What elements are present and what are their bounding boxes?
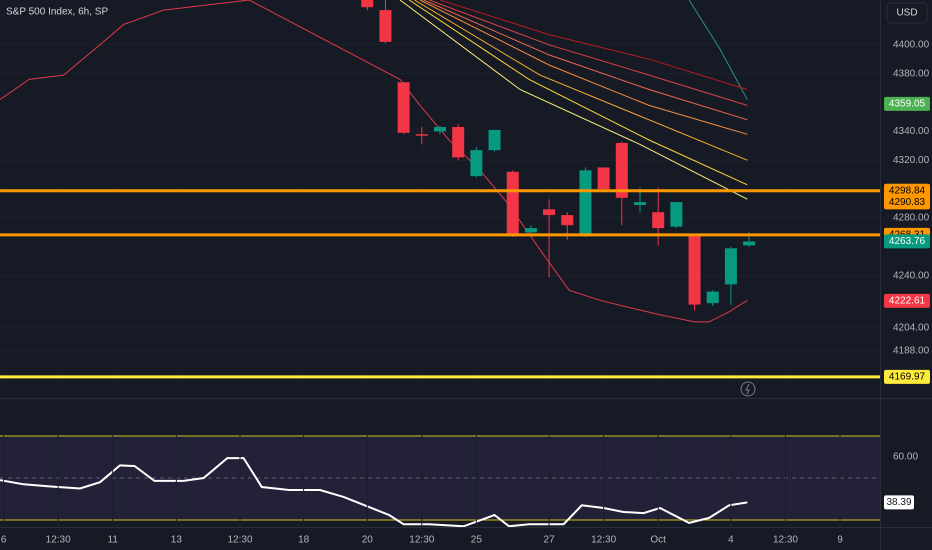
price-label-box bbox=[884, 293, 930, 308]
price-label: 4359.05 bbox=[889, 99, 926, 110]
alert-icon[interactable] bbox=[740, 381, 756, 397]
indicator-line bbox=[414, 0, 748, 161]
alert-icon-bolt bbox=[745, 383, 750, 395]
x-tick-label: 18 bbox=[298, 535, 310, 546]
candle-body bbox=[361, 0, 374, 8]
x-tick-label: 4 bbox=[728, 535, 734, 546]
price-label-box bbox=[884, 369, 930, 384]
price-label-box bbox=[884, 195, 930, 210]
price-label: 4222.61 bbox=[889, 295, 926, 306]
indicator-line bbox=[399, 0, 748, 200]
candle-body bbox=[506, 171, 519, 236]
y-tick-label: 60.00 bbox=[893, 452, 918, 463]
rsi-last-label: 38.39 bbox=[886, 497, 911, 508]
candle-body bbox=[543, 209, 556, 216]
candle-body bbox=[688, 235, 701, 305]
indicator-line bbox=[428, 0, 748, 106]
x-tick-label: 20 bbox=[362, 535, 374, 546]
x-tick-label: 12:30 bbox=[591, 535, 616, 546]
x-tick-label: 27 bbox=[544, 535, 556, 546]
indicator-line bbox=[423, 0, 748, 121]
candle-body bbox=[415, 134, 428, 136]
candle-body bbox=[397, 82, 410, 133]
candle-body bbox=[670, 202, 683, 227]
x-tick-label: 12:30 bbox=[409, 535, 434, 546]
price-label: 4298.84 bbox=[889, 185, 926, 196]
x-tick-label: 25 bbox=[471, 535, 483, 546]
candle-body bbox=[634, 202, 646, 205]
price-label-box bbox=[884, 183, 930, 198]
y-tick-label: 4380.00 bbox=[893, 68, 930, 79]
candle-body bbox=[743, 241, 756, 246]
candle-body bbox=[379, 10, 392, 42]
indicator-line bbox=[439, 0, 748, 90]
chart-title: S&P 500 Index, 6h, SP bbox=[6, 7, 108, 18]
x-tick-label: 13 bbox=[171, 535, 183, 546]
candle-body bbox=[452, 127, 465, 158]
price-label: 4263.76 bbox=[889, 236, 926, 247]
currency-label[interactable]: USD bbox=[896, 8, 917, 19]
candle-body bbox=[470, 150, 483, 177]
candle-body bbox=[434, 127, 446, 132]
x-tick-label: Oct bbox=[650, 535, 666, 546]
indicator-line bbox=[408, 0, 748, 186]
candle-body bbox=[724, 248, 737, 285]
candle-body bbox=[561, 215, 574, 226]
x-tick-label: 12:30 bbox=[773, 535, 798, 546]
y-tick-label: 4240.00 bbox=[893, 270, 930, 281]
x-tick-label: 9 bbox=[837, 535, 843, 546]
y-tick-label: 4400.00 bbox=[893, 39, 930, 50]
x-tick-label: 12:30 bbox=[227, 535, 252, 546]
price-label: 4169.97 bbox=[889, 371, 926, 382]
candle-body bbox=[579, 170, 592, 236]
y-tick-label: 4340.00 bbox=[893, 126, 930, 137]
rsi-last-box bbox=[884, 495, 914, 510]
y-tick-label: 4188.00 bbox=[893, 345, 930, 356]
rsi-line bbox=[0, 457, 748, 527]
candle-body bbox=[706, 291, 719, 304]
y-tick-label: 4204.00 bbox=[893, 322, 930, 333]
candle-body bbox=[524, 228, 537, 233]
x-tick-label: 11 bbox=[108, 535, 119, 546]
candle-body bbox=[597, 167, 610, 190]
price-label-box bbox=[884, 96, 930, 111]
price-label-box bbox=[884, 234, 930, 249]
candle-body bbox=[615, 142, 628, 198]
y-tick-label: 4320.00 bbox=[893, 155, 930, 166]
candle-body bbox=[488, 129, 501, 151]
x-tick-label: 12:30 bbox=[46, 535, 71, 546]
indicator-line bbox=[688, 0, 748, 100]
price-label: 4290.83 bbox=[889, 197, 926, 208]
indicator-line bbox=[419, 0, 748, 135]
y-tick-label: 4280.00 bbox=[893, 213, 930, 224]
candle-body bbox=[652, 212, 665, 229]
x-tick-label: 6 bbox=[1, 535, 7, 546]
currency-button[interactable] bbox=[886, 2, 928, 24]
